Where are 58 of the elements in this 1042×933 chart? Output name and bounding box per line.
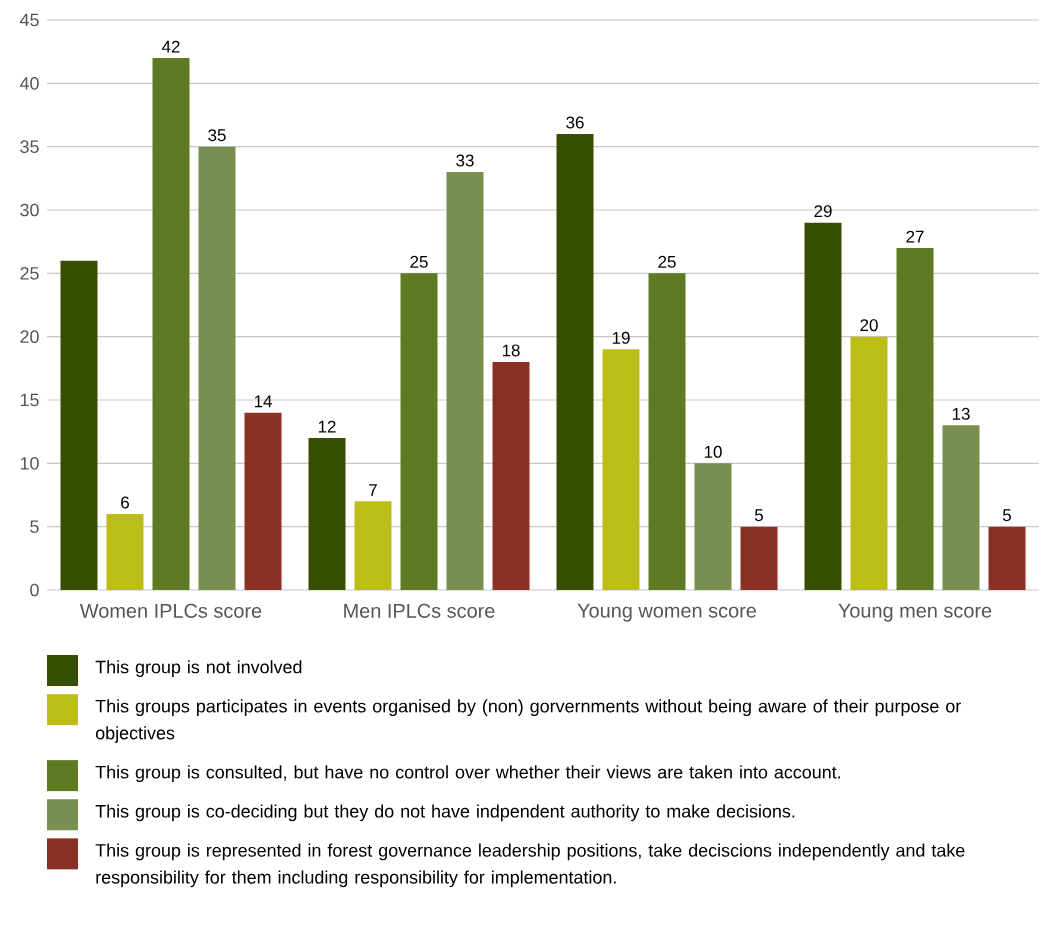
x-tick-label: Men IPLCs score	[344, 603, 495, 618]
legend-label: This group is represented in forest governance leadership positions, take deciscions independently and take responsibility for them including responsibility for implementation.	[95, 843, 965, 888]
y-tick-label: 40	[19, 76, 39, 90]
data-label: 12	[318, 420, 336, 433]
data-label: 20	[860, 319, 878, 332]
bar	[198, 146, 236, 591]
legend-label: This group is consulted, but have no control over whether their views are taken into account.	[95, 765, 841, 783]
bar	[648, 273, 686, 591]
y-tick-label: 30	[20, 203, 39, 217]
x-tick-label: Young men score	[838, 603, 992, 622]
data-label: 14	[254, 395, 272, 408]
legend-label: This groups participates in events organised by (non) gorvernments without being aware of their purpose or objectives	[95, 699, 961, 743]
bar	[942, 425, 980, 591]
bar	[694, 463, 732, 591]
data-label: 10	[704, 445, 722, 458]
data-label: 27	[906, 230, 924, 243]
data-label: 25	[410, 255, 428, 268]
data-label: 42	[161, 40, 180, 53]
data-label: 18	[502, 344, 520, 357]
bar	[400, 273, 438, 591]
data-label: 13	[952, 407, 970, 420]
bar	[244, 412, 282, 591]
y-tick-label: 0	[30, 583, 39, 597]
data-label: 5	[1002, 509, 1011, 522]
x-tick-label: Young women score	[577, 603, 756, 622]
data-label: 29	[814, 205, 832, 218]
data-label: 19	[612, 331, 630, 344]
bar	[308, 438, 346, 591]
x-tick-label: Women IPLCs score	[79, 603, 262, 618]
bar	[60, 260, 98, 591]
y-tick-label: 25	[20, 266, 39, 280]
legend-label: This group is not involved	[95, 660, 302, 677]
data-label: 5	[754, 509, 763, 522]
data-label: 33	[456, 154, 474, 167]
y-tick-label: 45	[19, 13, 39, 27]
data-label: 7	[369, 484, 377, 496]
y-tick-label: 20	[20, 330, 39, 344]
bar	[106, 514, 144, 591]
data-label: 35	[208, 129, 226, 142]
y-tick-label: 5	[30, 520, 39, 533]
bar	[446, 172, 484, 591]
bar	[492, 362, 530, 591]
bar	[354, 501, 392, 591]
bar	[740, 526, 778, 591]
data-label: 36	[566, 116, 584, 129]
bar	[152, 58, 190, 591]
legend-label: This group is co-deciding but they do not have indpendent authority to make decisions.	[95, 804, 795, 822]
y-tick-label: 15	[20, 393, 39, 407]
bar	[556, 134, 594, 591]
y-tick-label: 10	[20, 456, 39, 470]
bar	[988, 526, 1026, 591]
y-tick-label: 35	[20, 140, 39, 154]
data-label: 6	[121, 496, 129, 509]
bar	[804, 222, 842, 591]
data-label: 25	[658, 255, 676, 268]
bar	[602, 349, 640, 591]
bar	[850, 336, 888, 591]
bar	[896, 248, 934, 591]
